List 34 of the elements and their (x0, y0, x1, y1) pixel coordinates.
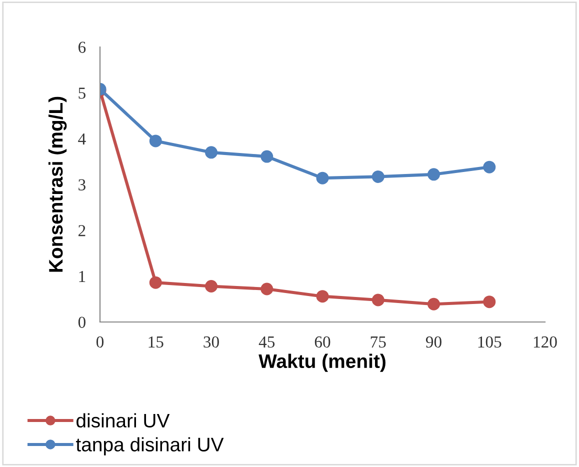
y-tick-label: 3 (78, 179, 86, 190)
point (316, 172, 329, 184)
x-tick-label: 30 (204, 336, 219, 348)
x-tick-label: 60 (314, 336, 330, 348)
y-tick-label: 5 (78, 88, 86, 99)
point (205, 280, 218, 292)
y-tick-label: 0 (78, 316, 86, 328)
point (372, 294, 384, 306)
y-axis-title: Konsentrasi (mg/L) (48, 96, 67, 272)
point (428, 168, 440, 181)
point (149, 276, 162, 289)
point (428, 298, 440, 310)
y-tick-label: 6 (78, 42, 86, 53)
x-tick-label: 90 (426, 336, 442, 348)
y-tick-label: 2 (78, 225, 86, 236)
legend-label: tanpa disinari UV (76, 437, 224, 456)
x-tick-label: 105 (478, 336, 502, 348)
point (483, 296, 496, 308)
y-tick-label: 1 (79, 270, 86, 282)
point (205, 146, 218, 159)
point (260, 150, 274, 163)
x-tick-label: 0 (96, 336, 104, 348)
legend-label: disinari UV (76, 413, 170, 428)
point (483, 160, 496, 174)
point (372, 170, 384, 183)
point (316, 290, 329, 303)
point (149, 134, 162, 148)
point (260, 282, 274, 296)
x-axis-title: Waktu (menit) (258, 354, 386, 372)
x-tick-label: 45 (258, 336, 275, 348)
x-tick-label: 120 (534, 336, 557, 348)
x-tick-label: 15 (148, 336, 164, 348)
y-tick-label: 4 (78, 133, 86, 144)
x-tick-label: 75 (370, 336, 386, 348)
